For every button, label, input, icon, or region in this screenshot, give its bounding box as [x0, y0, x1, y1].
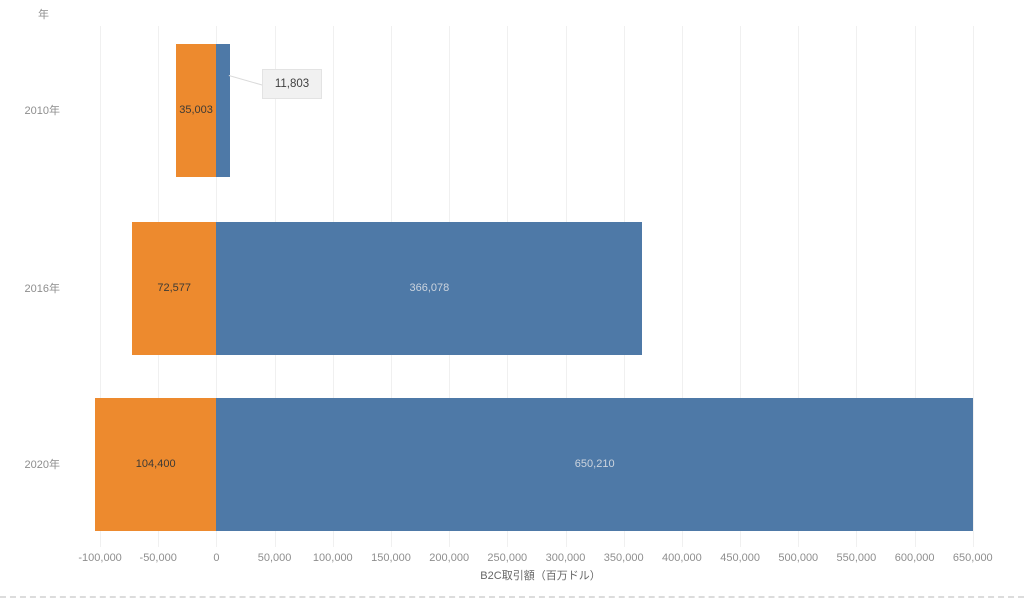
gridline	[740, 26, 742, 547]
bar-segment-right[interactable]	[216, 221, 643, 355]
gridline	[914, 26, 916, 547]
x-axis-tick-label: 500,000	[778, 552, 819, 564]
bar-value-label: 650,210	[574, 458, 615, 470]
bottom-dashed-divider	[0, 596, 1024, 598]
y-axis-header-label: 年	[38, 9, 49, 21]
callout-value-label: 11,803	[262, 69, 322, 99]
x-axis-tick-label: 600,000	[894, 552, 935, 564]
bar-segment-right[interactable]	[216, 43, 231, 177]
bar-value-label: 104,400	[135, 458, 176, 470]
y-axis-category-label: 2010年	[24, 105, 60, 117]
x-axis-tick-label: -50,000	[139, 552, 177, 564]
gridline	[856, 26, 858, 547]
x-axis-tick-label: -100,000	[78, 552, 122, 564]
bar-segment-left[interactable]	[94, 397, 217, 531]
x-axis-tick-label: 100,000	[312, 552, 353, 564]
x-axis-tick-label: 50,000	[257, 552, 292, 564]
x-axis-tick-label: 450,000	[720, 552, 760, 564]
gridline	[972, 26, 974, 547]
x-axis-tick-label: 400,000	[662, 552, 702, 564]
gridline	[798, 26, 800, 547]
x-axis-title: B2C取引額（百万ドル）	[480, 570, 601, 582]
x-axis-tick-label: 300,000	[545, 552, 586, 564]
bar-segment-left[interactable]	[175, 43, 217, 177]
x-axis-tick-label: 250,000	[487, 552, 528, 564]
x-axis-tick-label: 650,000	[952, 552, 993, 564]
bar-value-label: 72,577	[157, 282, 192, 294]
x-axis-tick-label: 200,000	[429, 552, 470, 564]
gridline	[681, 26, 683, 547]
x-axis-tick-label: 550,000	[836, 552, 877, 564]
bar-segment-right[interactable]	[216, 397, 973, 531]
y-axis-category-label: 2020年	[24, 459, 60, 471]
x-axis-tick-label: 350,000	[603, 552, 644, 564]
gridline	[100, 26, 102, 547]
bar-segment-left[interactable]	[132, 221, 217, 355]
bar-value-label: 366,078	[409, 282, 450, 294]
x-axis-tick-label: 150,000	[371, 552, 411, 564]
y-axis-category-label: 2016年	[24, 283, 60, 295]
bar-value-label: 35,003	[179, 104, 213, 116]
callout-leader-line	[228, 75, 263, 86]
x-axis-tick-label: 0	[213, 552, 220, 564]
